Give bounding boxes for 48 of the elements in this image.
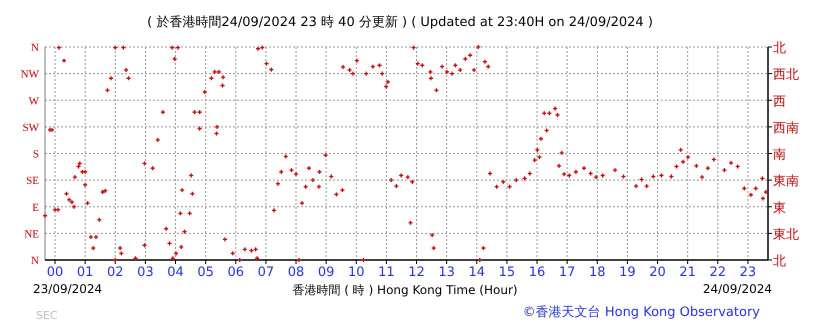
ytick: NW — [20, 68, 39, 81]
xtick: 05 — [197, 265, 214, 280]
xlabel: 香港時間 ( 時 ) Hong Kong Time (Hour) — [292, 283, 518, 297]
xtick: 04 — [167, 265, 184, 280]
y2tick: 西南 — [773, 120, 799, 136]
xtick: 11 — [378, 265, 395, 280]
ytick: N — [31, 255, 39, 267]
xtick: 07 — [258, 265, 274, 280]
y2tick: 南 — [773, 148, 786, 162]
xtick: 06 — [228, 265, 244, 280]
xtick: 22 — [710, 265, 726, 280]
title: ( 於香港時間24/09/2024 23 時 40 分更新 ) ( Updated at 23:40H on 24/09/2024 ) — [147, 15, 653, 30]
ytick: W — [28, 95, 39, 108]
ytick: SW — [22, 122, 39, 134]
xtick: 20 — [649, 265, 666, 280]
xtick: 17 — [558, 265, 576, 280]
y2tick: 東南 — [773, 174, 799, 190]
xtick: 01 — [76, 265, 94, 280]
xtick: 15 — [498, 265, 516, 280]
xtick: 16 — [528, 265, 546, 280]
annotation: ©香港天文台 Hong Kong Observatory — [522, 305, 760, 320]
y2tick: 北 — [773, 254, 786, 269]
xtick: 09 — [318, 265, 334, 280]
annotation: 24/09/2024 — [702, 282, 772, 296]
xtick: 00 — [46, 265, 64, 280]
xtick: 18 — [589, 265, 606, 280]
xtick: 02 — [107, 265, 124, 280]
xtick: 23 — [740, 265, 756, 280]
xtick: 14 — [468, 265, 486, 280]
xtick: 08 — [288, 265, 304, 280]
ytick: N — [31, 42, 39, 54]
xtick: 12 — [408, 265, 425, 280]
annotation: SEC — [36, 309, 58, 322]
ytick: E — [32, 202, 39, 214]
xtick: 13 — [438, 265, 455, 280]
y2tick: 北 — [773, 41, 786, 56]
y2tick: 西 — [773, 94, 786, 110]
annotation: 23/09/2024 — [33, 282, 102, 296]
y2tick: 東北 — [773, 227, 799, 242]
ytick: NE — [24, 228, 39, 240]
xtick: 19 — [619, 265, 636, 280]
xtick: 03 — [137, 265, 154, 280]
ytick: S — [32, 148, 39, 160]
xtick: 21 — [679, 265, 696, 280]
ytick: SE — [26, 175, 39, 188]
y2tick: 西北 — [773, 68, 799, 83]
y2tick: 東 — [773, 200, 786, 216]
xtick: 10 — [348, 265, 365, 280]
